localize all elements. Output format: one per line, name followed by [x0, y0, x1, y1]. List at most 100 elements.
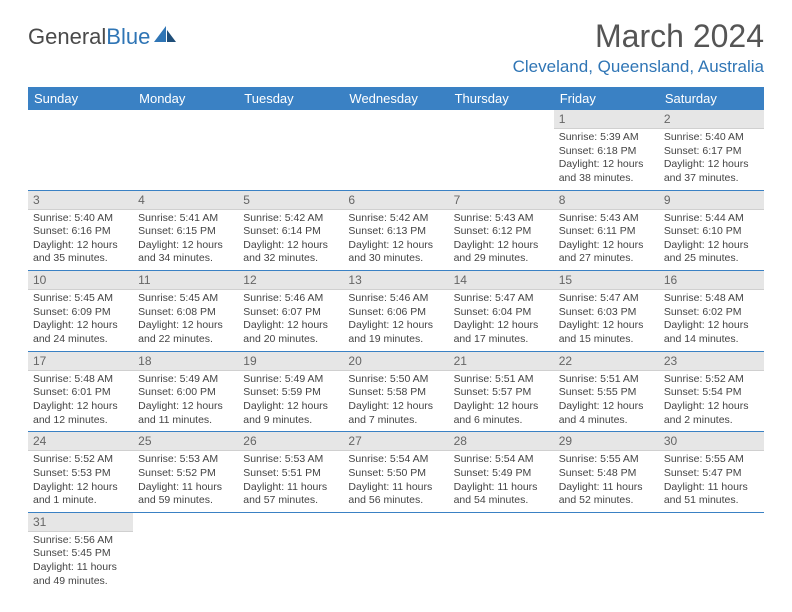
- calendar-body: 1Sunrise: 5:39 AMSunset: 6:18 PMDaylight…: [28, 110, 764, 592]
- calendar-cell: 3Sunrise: 5:40 AMSunset: 6:16 PMDaylight…: [28, 190, 133, 271]
- calendar-cell: 14Sunrise: 5:47 AMSunset: 6:04 PMDayligh…: [449, 271, 554, 352]
- day-details: Sunrise: 5:42 AMSunset: 6:14 PMDaylight:…: [238, 210, 343, 271]
- daylight-text: Daylight: 12 hours and 32 minutes.: [243, 239, 338, 266]
- day-details: Sunrise: 5:46 AMSunset: 6:06 PMDaylight:…: [343, 290, 448, 351]
- sunrise-text: Sunrise: 5:47 AM: [454, 292, 549, 306]
- day-number: 25: [133, 432, 238, 451]
- calendar-cell: 12Sunrise: 5:46 AMSunset: 6:07 PMDayligh…: [238, 271, 343, 352]
- day-details: Sunrise: 5:50 AMSunset: 5:58 PMDaylight:…: [343, 371, 448, 432]
- daylight-text: Daylight: 12 hours and 4 minutes.: [559, 400, 654, 427]
- calendar-cell: 10Sunrise: 5:45 AMSunset: 6:09 PMDayligh…: [28, 271, 133, 352]
- day-number: 16: [659, 271, 764, 290]
- sunset-text: Sunset: 6:00 PM: [138, 386, 233, 400]
- daylight-text: Daylight: 12 hours and 24 minutes.: [33, 319, 128, 346]
- day-header: Friday: [554, 87, 659, 110]
- day-details: Sunrise: 5:49 AMSunset: 6:00 PMDaylight:…: [133, 371, 238, 432]
- sunset-text: Sunset: 6:13 PM: [348, 225, 443, 239]
- daylight-text: Daylight: 11 hours and 54 minutes.: [454, 481, 549, 508]
- day-number: 5: [238, 191, 343, 210]
- sunrise-text: Sunrise: 5:45 AM: [138, 292, 233, 306]
- day-number: 19: [238, 352, 343, 371]
- day-number: 23: [659, 352, 764, 371]
- calendar-cell: 24Sunrise: 5:52 AMSunset: 5:53 PMDayligh…: [28, 432, 133, 513]
- calendar-cell: 25Sunrise: 5:53 AMSunset: 5:52 PMDayligh…: [133, 432, 238, 513]
- daylight-text: Daylight: 12 hours and 17 minutes.: [454, 319, 549, 346]
- daylight-text: Daylight: 12 hours and 9 minutes.: [243, 400, 338, 427]
- daylight-text: Daylight: 12 hours and 30 minutes.: [348, 239, 443, 266]
- sunrise-text: Sunrise: 5:46 AM: [243, 292, 338, 306]
- calendar-cell: 26Sunrise: 5:53 AMSunset: 5:51 PMDayligh…: [238, 432, 343, 513]
- calendar-cell: 27Sunrise: 5:54 AMSunset: 5:50 PMDayligh…: [343, 432, 448, 513]
- sunrise-text: Sunrise: 5:55 AM: [559, 453, 654, 467]
- sunrise-text: Sunrise: 5:44 AM: [664, 212, 759, 226]
- sunset-text: Sunset: 6:06 PM: [348, 306, 443, 320]
- sunrise-text: Sunrise: 5:41 AM: [138, 212, 233, 226]
- calendar-cell: [238, 512, 343, 592]
- day-details: Sunrise: 5:53 AMSunset: 5:52 PMDaylight:…: [133, 451, 238, 512]
- day-details: Sunrise: 5:54 AMSunset: 5:49 PMDaylight:…: [449, 451, 554, 512]
- day-number: 18: [133, 352, 238, 371]
- sunrise-text: Sunrise: 5:48 AM: [33, 373, 128, 387]
- logo-part1: General: [28, 24, 106, 49]
- calendar-cell: 19 Sunrise: 5:49 AMSunset: 5:59 PMDayligh…: [238, 351, 343, 432]
- sunrise-text: Sunrise: 5:53 AM: [243, 453, 338, 467]
- sunrise-text: Sunrise: 5:54 AM: [454, 453, 549, 467]
- sunrise-text: Sunrise: 5:51 AM: [559, 373, 654, 387]
- sunset-text: Sunset: 5:48 PM: [559, 467, 654, 481]
- calendar-cell: 1Sunrise: 5:39 AMSunset: 6:18 PMDaylight…: [554, 110, 659, 190]
- day-header: Sunday: [28, 87, 133, 110]
- sunrise-text: Sunrise: 5:55 AM: [664, 453, 759, 467]
- day-details: Sunrise: 5:51 AMSunset: 5:57 PMDaylight:…: [449, 371, 554, 432]
- daylight-text: Daylight: 12 hours and 12 minutes.: [33, 400, 128, 427]
- calendar-table: SundayMondayTuesdayWednesdayThursdayFrid…: [28, 87, 764, 592]
- daylight-text: Daylight: 12 hours and 2 minutes.: [664, 400, 759, 427]
- calendar-cell: [659, 512, 764, 592]
- day-header: Tuesday: [238, 87, 343, 110]
- daylight-text: Daylight: 12 hours and 37 minutes.: [664, 158, 759, 185]
- calendar-cell: 11Sunrise: 5:45 AMSunset: 6:08 PMDayligh…: [133, 271, 238, 352]
- sunset-text: Sunset: 5:52 PM: [138, 467, 233, 481]
- day-number: 2: [659, 110, 764, 129]
- daylight-text: Daylight: 12 hours and 11 minutes.: [138, 400, 233, 427]
- calendar-week: 24Sunrise: 5:52 AMSunset: 5:53 PMDayligh…: [28, 432, 764, 513]
- sunset-text: Sunset: 6:08 PM: [138, 306, 233, 320]
- calendar-cell: [343, 512, 448, 592]
- logo: GeneralBlue: [28, 24, 178, 50]
- day-details: Sunrise: 5:55 AMSunset: 5:47 PMDaylight:…: [659, 451, 764, 512]
- daylight-text: Daylight: 12 hours and 22 minutes.: [138, 319, 233, 346]
- sunrise-text: Sunrise: 5:49 AM: [243, 373, 338, 387]
- daylight-text: Daylight: 12 hours and 35 minutes.: [33, 239, 128, 266]
- day-number: 17: [28, 352, 133, 371]
- daylight-text: Daylight: 11 hours and 49 minutes.: [33, 561, 128, 588]
- calendar-cell: [343, 110, 448, 190]
- sunset-text: Sunset: 5:49 PM: [454, 467, 549, 481]
- day-number: 7: [449, 191, 554, 210]
- calendar-cell: 4Sunrise: 5:41 AMSunset: 6:15 PMDaylight…: [133, 190, 238, 271]
- sunrise-text: Sunrise: 5:53 AM: [138, 453, 233, 467]
- sunrise-text: Sunrise: 5:46 AM: [348, 292, 443, 306]
- daylight-text: Daylight: 12 hours and 27 minutes.: [559, 239, 654, 266]
- daylight-text: Daylight: 12 hours and 19 minutes.: [348, 319, 443, 346]
- daylight-text: Daylight: 11 hours and 56 minutes.: [348, 481, 443, 508]
- sunrise-text: Sunrise: 5:48 AM: [664, 292, 759, 306]
- day-details: Sunrise: 5:55 AMSunset: 5:48 PMDaylight:…: [554, 451, 659, 512]
- sunset-text: Sunset: 5:59 PM: [243, 386, 338, 400]
- title-block: March 2024 Cleveland, Queensland, Austra…: [513, 18, 764, 77]
- calendar-cell: 28Sunrise: 5:54 AMSunset: 5:49 PMDayligh…: [449, 432, 554, 513]
- daylight-text: Daylight: 12 hours and 20 minutes.: [243, 319, 338, 346]
- day-details: Sunrise: 5:44 AMSunset: 6:10 PMDaylight:…: [659, 210, 764, 271]
- calendar-week: 31Sunrise: 5:56 AMSunset: 5:45 PMDayligh…: [28, 512, 764, 592]
- daylight-text: Daylight: 12 hours and 1 minute.: [33, 481, 128, 508]
- day-details: Sunrise: 5:41 AMSunset: 6:15 PMDaylight:…: [133, 210, 238, 271]
- day-details: Sunrise: 5:45 AMSunset: 6:09 PMDaylight:…: [28, 290, 133, 351]
- calendar-cell: 20Sunrise: 5:50 AMSunset: 5:58 PMDayligh…: [343, 351, 448, 432]
- daylight-text: Daylight: 11 hours and 52 minutes.: [559, 481, 654, 508]
- day-number: 13: [343, 271, 448, 290]
- calendar-cell: 15Sunrise: 5:47 AMSunset: 6:03 PMDayligh…: [554, 271, 659, 352]
- day-details: Sunrise: 5:53 AMSunset: 5:51 PMDaylight:…: [238, 451, 343, 512]
- sunrise-text: Sunrise: 5:52 AM: [664, 373, 759, 387]
- day-details: Sunrise: 5:42 AMSunset: 6:13 PMDaylight:…: [343, 210, 448, 271]
- sunset-text: Sunset: 5:50 PM: [348, 467, 443, 481]
- calendar-header-row: SundayMondayTuesdayWednesdayThursdayFrid…: [28, 87, 764, 110]
- sunset-text: Sunset: 6:12 PM: [454, 225, 549, 239]
